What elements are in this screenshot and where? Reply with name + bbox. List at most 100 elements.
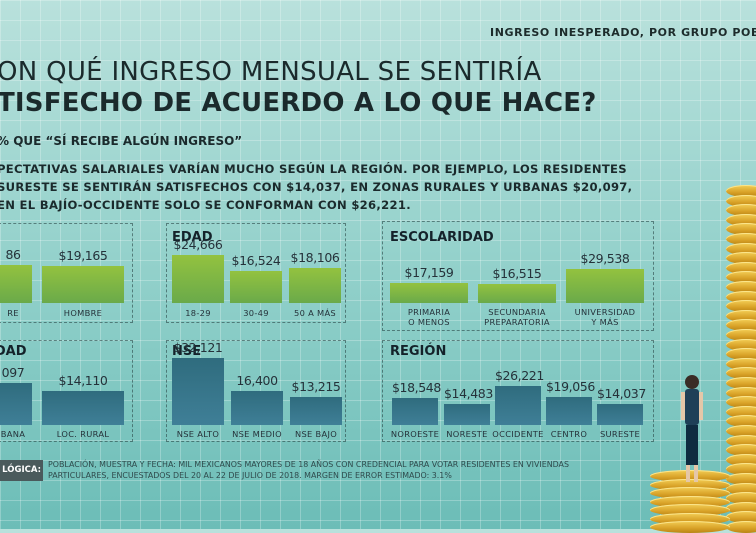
coin bbox=[726, 213, 756, 226]
category-label: 18-29 bbox=[185, 308, 211, 318]
data-label: 86 bbox=[5, 247, 21, 262]
coin bbox=[650, 521, 730, 533]
bar bbox=[495, 386, 541, 425]
methodology-tag: LÓGICA: bbox=[0, 460, 43, 481]
chart-title: IDAD bbox=[0, 344, 27, 359]
panel-escolaridad bbox=[382, 221, 654, 331]
category-label: NSE BAJO bbox=[294, 429, 338, 439]
bar bbox=[390, 283, 468, 303]
category-label: RE bbox=[7, 308, 19, 318]
coin bbox=[726, 261, 756, 274]
coin bbox=[726, 444, 756, 457]
panel-region bbox=[382, 340, 654, 442]
category-label: PRIMARIA O MENOS bbox=[407, 307, 451, 327]
bar bbox=[0, 383, 32, 425]
data-label: $29,538 bbox=[580, 251, 630, 267]
data-label: 16,400 bbox=[236, 372, 278, 388]
lead-line: EN EL BAJÍO-OCCIDENTE SOLO SE CONFORMAN … bbox=[0, 198, 411, 212]
data-label: $16,515 bbox=[492, 266, 542, 281]
page-title-line-1: ON QUÉ INGRESO MENSUAL SE SENTIRÍA bbox=[0, 57, 542, 87]
woman-figure-icon bbox=[681, 375, 703, 482]
coin bbox=[726, 252, 756, 265]
bar bbox=[392, 397, 438, 425]
data-label: $32,121 bbox=[173, 339, 223, 355]
coin bbox=[726, 319, 756, 332]
coin bbox=[726, 242, 756, 255]
panel-sexo bbox=[0, 223, 133, 323]
bar bbox=[172, 254, 224, 303]
bar bbox=[289, 267, 341, 303]
bar bbox=[597, 404, 643, 425]
panel-nse bbox=[166, 340, 346, 442]
category-label: 30-49 bbox=[243, 308, 269, 318]
bar bbox=[444, 403, 490, 425]
coin bbox=[726, 377, 756, 389]
lead-paragraph: PECTATIVAS SALARIALES VARÍAN MUCHO SEGÚN… bbox=[0, 160, 677, 214]
methodology-text: POBLACIÓN, MUESTRA Y FECHA: MIL MEXICANO… bbox=[48, 460, 569, 480]
category-label: CENTRO bbox=[550, 429, 588, 439]
coin bbox=[726, 511, 756, 524]
coin bbox=[726, 453, 756, 466]
category-label: LOC. RURAL bbox=[56, 429, 110, 439]
coin bbox=[726, 473, 756, 485]
category-label: OCCIDENTE bbox=[492, 429, 544, 439]
panel-localidad bbox=[0, 340, 133, 442]
page-title-line-2: TISFECHO DE ACUERDO A LO QUE HACE? bbox=[0, 88, 597, 118]
bar bbox=[42, 265, 124, 303]
bar bbox=[290, 397, 342, 425]
category-label: NORESTE bbox=[446, 429, 488, 439]
coin bbox=[726, 194, 756, 207]
coin bbox=[726, 415, 756, 428]
bar bbox=[42, 391, 124, 425]
category-label: SECUNDARIA PREPARATORIA bbox=[484, 307, 550, 327]
coin bbox=[726, 367, 756, 380]
coin bbox=[726, 386, 756, 399]
data-label: $19,165 bbox=[58, 247, 108, 263]
bar bbox=[566, 269, 644, 303]
coin bbox=[726, 309, 756, 322]
data-label: $16,524 bbox=[231, 252, 281, 268]
data-label: 097 bbox=[1, 365, 25, 380]
coin bbox=[726, 271, 756, 284]
coin bbox=[726, 223, 756, 236]
coin bbox=[726, 396, 756, 409]
data-label: $26,221 bbox=[495, 368, 544, 384]
coin bbox=[726, 233, 756, 245]
lead-line: SURESTE SE SENTIRÁN SATISFECHOS CON $14,… bbox=[0, 180, 633, 194]
bar bbox=[478, 284, 556, 303]
chart-title: EDAD bbox=[172, 230, 213, 245]
coin bbox=[726, 204, 756, 217]
data-label: $17,159 bbox=[404, 265, 454, 281]
category-label: HOMBRE bbox=[63, 308, 103, 318]
bar bbox=[0, 265, 32, 303]
coin bbox=[726, 434, 756, 447]
data-label: $14,110 bbox=[58, 373, 108, 389]
coin-stack-large bbox=[726, 185, 756, 533]
coin bbox=[726, 281, 756, 293]
coin bbox=[726, 463, 756, 476]
category-label: SURESTE bbox=[599, 429, 641, 439]
coin bbox=[726, 492, 756, 505]
coin bbox=[726, 425, 756, 437]
category-label: BANA bbox=[0, 429, 26, 439]
category-label: NSE ALTO bbox=[176, 429, 220, 439]
data-label: $19,056 bbox=[546, 378, 595, 394]
category-label: NOROESTE bbox=[390, 429, 440, 439]
data-label: $14,483 bbox=[444, 385, 493, 401]
coin bbox=[726, 405, 756, 418]
bar bbox=[230, 270, 282, 303]
coin bbox=[726, 357, 756, 370]
chart-title: REGIÓN bbox=[390, 344, 447, 359]
lead-line: PECTATIVAS SALARIALES VARÍAN MUCHO SEGÚN… bbox=[0, 162, 627, 176]
data-label: $14,037 bbox=[597, 386, 646, 402]
subtitle: % QUE “SÍ RECIBE ALGÚN INGRESO” bbox=[0, 134, 243, 148]
category-label: 50 A MÁS bbox=[293, 308, 336, 318]
panel-edad bbox=[166, 223, 346, 323]
category-label: NSE MEDIO bbox=[232, 429, 282, 439]
coin bbox=[726, 290, 756, 303]
bar bbox=[172, 357, 224, 425]
coin bbox=[726, 300, 756, 313]
coin bbox=[726, 521, 756, 533]
bar bbox=[231, 390, 283, 425]
